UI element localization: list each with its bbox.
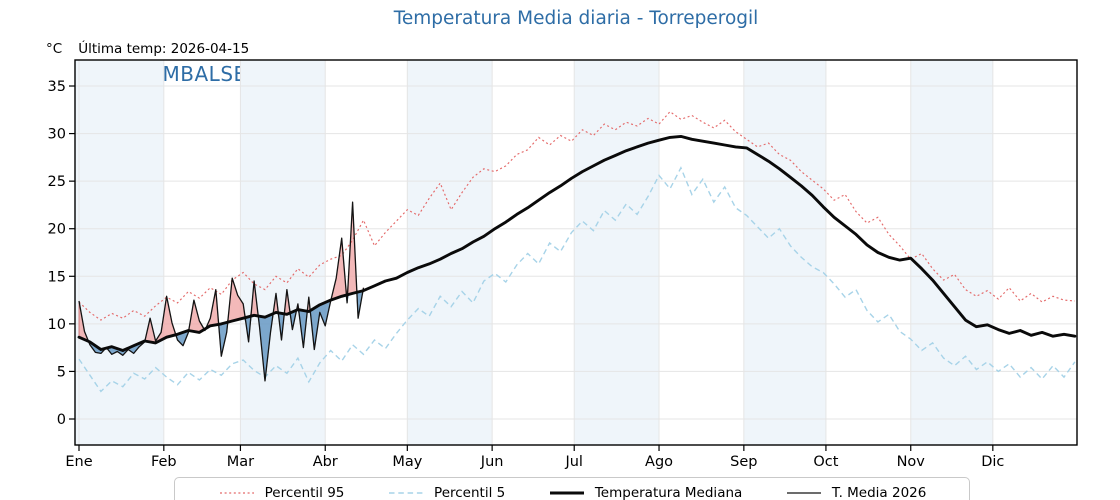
chart-title: Temperatura Media diaria - Torreperogil	[393, 8, 759, 29]
y-tick-label: 15	[48, 269, 66, 285]
legend-label: Temperatura Mediana	[594, 485, 743, 500]
legend-item-percentil-95: Percentil 95	[218, 485, 345, 500]
plot-border	[74, 59, 1078, 446]
x-tick-label: Abr	[313, 454, 338, 470]
x-tick-label: Dic	[981, 454, 1004, 470]
x-tick-label: Jul	[564, 454, 583, 470]
y-axis-unit-label: °C	[46, 41, 63, 57]
legend-label: Percentil 5	[434, 485, 506, 500]
legend-item-temperatura-mediana: Temperatura Mediana	[548, 485, 742, 500]
month-band	[75, 60, 164, 445]
y-tick-label: 25	[48, 174, 66, 190]
month-band	[407, 60, 493, 445]
legend-item-percentil-5: Percentil 5	[387, 485, 505, 500]
y-tick-label: 20	[48, 222, 66, 238]
month-band	[910, 60, 993, 445]
x-tick-label: Ene	[65, 454, 92, 470]
mediana-line	[77, 134, 1077, 352]
x-tick-label: Sep	[730, 454, 757, 470]
x-tick-label: Nov	[897, 454, 926, 470]
legend-label: Percentil 95	[264, 485, 345, 500]
x-tick-label: Feb	[151, 454, 177, 470]
t-media-2026-line	[78, 201, 365, 382]
month-band	[743, 60, 826, 445]
x-tick-label: May	[392, 454, 422, 470]
x-tick-label: Mar	[227, 454, 254, 470]
percentil-5-line-sample-icon	[389, 492, 424, 494]
y-tick-label: 30	[48, 127, 66, 143]
y-tick-label: 5	[57, 364, 66, 380]
legend: Percentil 95 Percentil 5 Temperatura Med…	[174, 477, 970, 500]
mediana-line-sample-icon	[549, 491, 584, 495]
legend-label: T. Media 2026	[831, 485, 927, 500]
x-tick-label: Ago	[645, 454, 673, 470]
x-tick-label: Oct	[813, 454, 838, 470]
y-tick-label: 35	[48, 79, 66, 95]
t-media-2026-line-sample-icon	[786, 492, 821, 494]
legend-item-t-media-2026: T. Media 2026	[785, 485, 926, 500]
percentil-95-line	[78, 110, 1075, 321]
y-tick-label: 10	[48, 317, 66, 333]
y-tick-label: 0	[57, 412, 66, 428]
month-band	[240, 60, 326, 445]
last-temp-label: Última temp: 2026-04-15	[78, 41, 250, 57]
axis-header: °C Última temp: 2026-04-15	[46, 41, 249, 57]
month-band	[574, 60, 660, 445]
percentil-5-line	[78, 166, 1076, 393]
x-tick-label: Jun	[480, 454, 504, 470]
percentil-95-line-sample-icon	[219, 492, 254, 494]
